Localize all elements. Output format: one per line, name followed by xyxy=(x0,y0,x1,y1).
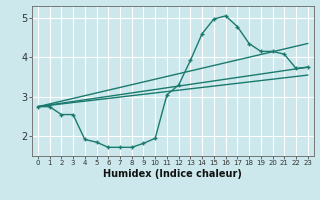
X-axis label: Humidex (Indice chaleur): Humidex (Indice chaleur) xyxy=(103,169,242,179)
